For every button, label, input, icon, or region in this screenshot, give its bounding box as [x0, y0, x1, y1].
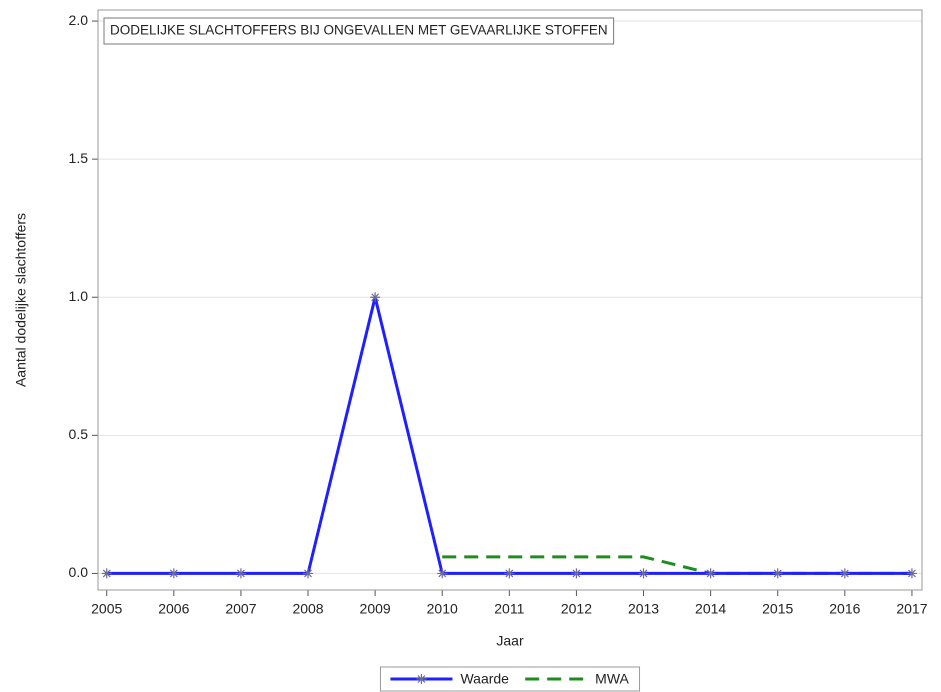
point-marker [370, 292, 381, 303]
y-axis-label: Aantal dodelijke slachtoffers [13, 213, 29, 387]
point-marker [303, 568, 314, 579]
x-tick-label: 2012 [561, 601, 592, 617]
y-tick-label: 0.5 [69, 426, 89, 442]
x-tick-label: 2014 [695, 601, 726, 617]
x-axis-label: Jaar [496, 633, 524, 649]
point-marker [772, 568, 783, 579]
x-tick-label: 2016 [829, 601, 860, 617]
x-tick-label: 2008 [292, 601, 323, 617]
y-tick-label: 1.5 [69, 150, 89, 166]
title-box [103, 17, 615, 45]
x-tick-label: 2013 [628, 601, 659, 617]
point-marker [168, 568, 179, 579]
point-marker [504, 568, 515, 579]
point-marker [101, 568, 112, 579]
point-marker [235, 568, 246, 579]
point-marker [571, 568, 582, 579]
legend-label: Waarde [460, 671, 509, 687]
x-tick-label: 2005 [91, 601, 122, 617]
legend-label: MWA [595, 671, 629, 687]
point-marker [906, 568, 917, 579]
x-tick-label: 2017 [896, 601, 927, 617]
legend-marker [416, 674, 427, 684]
series-line [442, 555, 912, 575]
plot-frame [97, 9, 923, 591]
y-tick-label: 0.0 [69, 564, 89, 580]
x-tick-label: 2010 [427, 601, 458, 617]
y-tick-label: 2.0 [69, 12, 89, 28]
x-tick-label: 2009 [360, 601, 391, 617]
y-tick-label: 1.0 [69, 288, 89, 304]
point-marker [437, 568, 448, 579]
x-tick-label: 2015 [762, 601, 793, 617]
x-tick-label: 2006 [158, 601, 189, 617]
x-tick-label: 2007 [225, 601, 256, 617]
chart-title: DODELIJKE SLACHTOFFERS BIJ ONGEVALLEN ME… [110, 23, 608, 38]
point-marker [839, 568, 850, 579]
point-marker [705, 568, 716, 579]
x-tick-label: 2011 [494, 601, 524, 617]
point-marker [638, 568, 649, 579]
